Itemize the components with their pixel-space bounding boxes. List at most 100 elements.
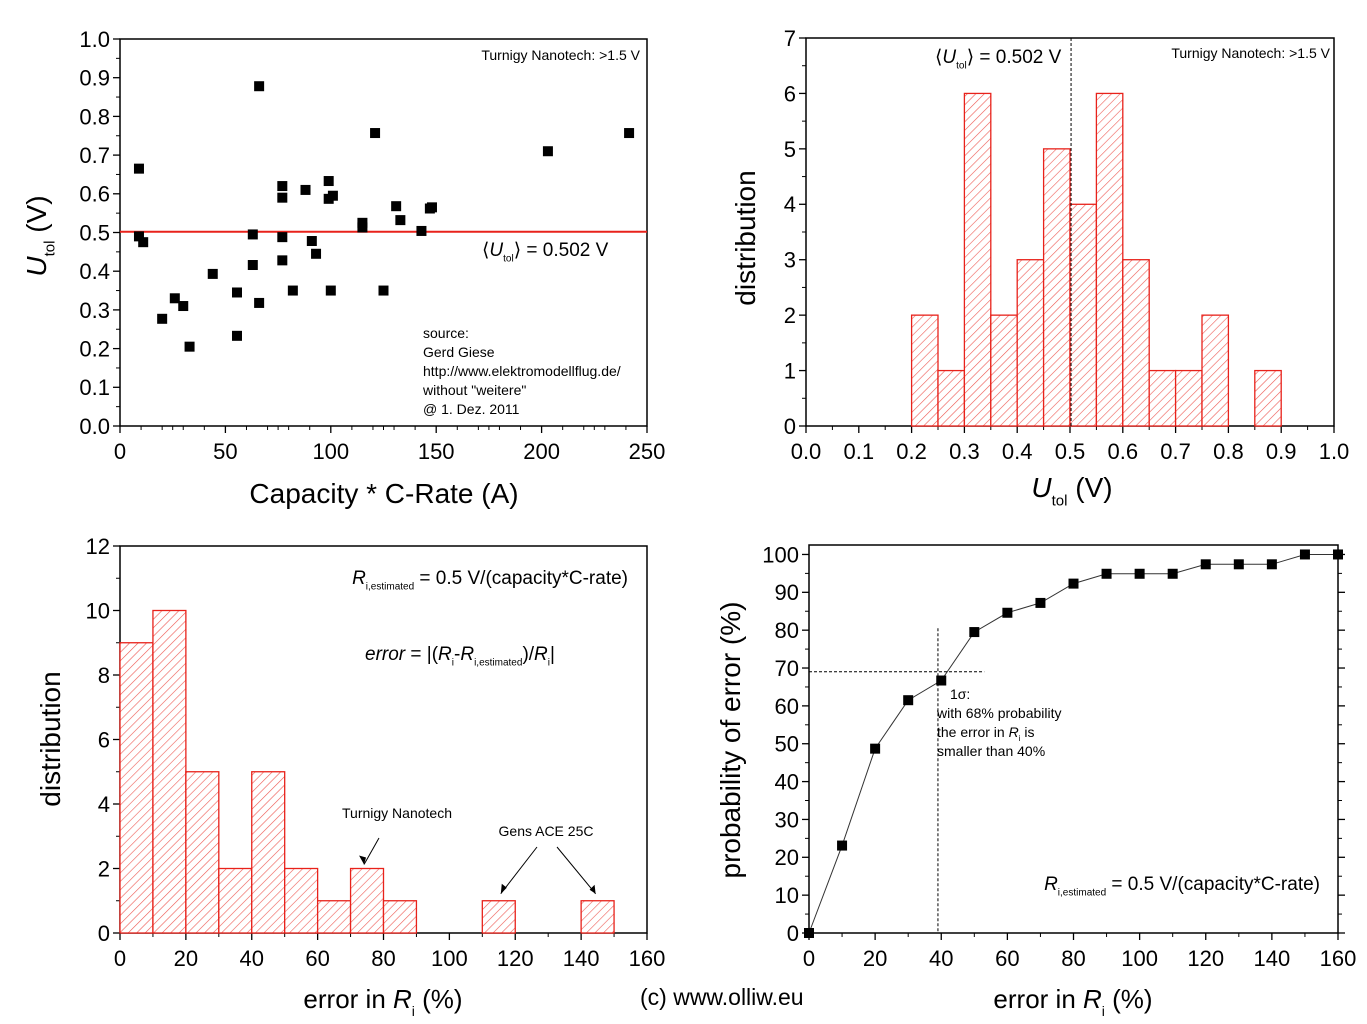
scatter-point [378, 285, 389, 296]
x-tick-label: 0.6 [1108, 439, 1139, 464]
histogram-bar [1095, 92, 1124, 427]
x-tick-label: 100 [312, 439, 349, 464]
y-tick-label: 40 [775, 770, 799, 795]
y-tick-label: 1.0 [79, 27, 110, 52]
histogram-bar [251, 771, 286, 934]
histogram-bar [1122, 259, 1150, 427]
y-axis-title: probability of error (%) [715, 602, 746, 879]
y-tick-label: 7 [784, 26, 796, 51]
formula-ri-estimated: Ri,estimated = 0.5 V/(capacity*C-rate) [352, 568, 628, 593]
x-tick-label: 0.5 [1055, 439, 1086, 464]
x-tick-label: 0.7 [1160, 439, 1191, 464]
cdf-point [1002, 607, 1013, 618]
scatter-point [370, 128, 381, 139]
x-tick-label: 200 [523, 439, 560, 464]
histogram-bar [1201, 314, 1230, 427]
y-tick-label: 20 [775, 845, 799, 870]
x-tick-label: 140 [563, 946, 600, 971]
x-tick-label: 0 [114, 439, 126, 464]
histogram-bar [185, 771, 220, 934]
histogram-bar [218, 867, 253, 934]
x-axis-title: Utol (V) [1031, 472, 1112, 509]
error-histogram: 0 20 40 60 80 100 120 140 160 0 2 4 6 8 10 12 Ri,estimat… [35, 534, 665, 1019]
y-tick-label: 0 [787, 921, 799, 946]
formula-ri-estimated: Ri,estimated = 0.5 V/(capacity*C-rate) [1044, 874, 1320, 899]
x-tick-label: 20 [863, 946, 887, 971]
annotation-turnigy: Turnigy Nanotech [342, 805, 452, 821]
y-tick-label: 30 [775, 807, 799, 832]
cdf-point [870, 743, 881, 754]
histogram-bar [284, 867, 319, 934]
x-tick-label: 160 [1320, 946, 1357, 971]
scatter-point [133, 231, 144, 242]
y-tick-label: 4 [784, 192, 796, 217]
histogram-bar [1069, 203, 1098, 427]
scatter-point [426, 202, 437, 213]
y-tick-label: 10 [86, 598, 110, 623]
sigma-note-line: with 68% probability [936, 705, 1062, 721]
cdf-point [1299, 549, 1310, 560]
scatter-point [287, 285, 298, 296]
histogram-bar [481, 900, 516, 934]
y-tick-label: 6 [98, 727, 110, 752]
histogram-bar [382, 900, 418, 934]
annotation-arrow [500, 846, 538, 895]
histogram-bar [990, 314, 1018, 427]
scatter-point [624, 128, 635, 139]
scatter-point [247, 229, 258, 240]
x-axis-title: Capacity * C-Rate (A) [249, 478, 518, 509]
x-tick-label: 0 [803, 946, 815, 971]
y-tick-label: 50 [775, 732, 799, 757]
y-tick-label: 80 [775, 618, 799, 643]
scatter-point [157, 313, 168, 324]
x-tick-label: 20 [174, 946, 198, 971]
y-tick-label: 1 [784, 358, 796, 383]
scatter-point [277, 255, 288, 266]
error-cdf-chart: 0 20 40 60 80 100 120 140 160 0 10 20 30 40 50 60 70 80 90… [715, 542, 1356, 1018]
annotation-gens-ace: Gens ACE 25C [499, 823, 594, 839]
source-line: without "weitere" [422, 382, 526, 398]
scatter-point [184, 341, 195, 352]
scatter-point [277, 181, 288, 192]
scatter-point [395, 215, 406, 226]
histogram-bar [1148, 369, 1177, 427]
y-tick-label: 0 [784, 414, 796, 439]
copyright-footer: (c) www.olliw.eu [640, 984, 804, 1010]
y-tick-label: 90 [775, 580, 799, 605]
cdf-point [903, 695, 914, 706]
scatter-point [138, 237, 149, 248]
x-tick-label: 0.3 [949, 439, 980, 464]
cdf-point [1101, 568, 1112, 579]
x-tick-label: 120 [497, 946, 534, 971]
y-tick-label: 2 [98, 856, 110, 881]
arrowhead [500, 883, 507, 894]
x-tick-label: 120 [1187, 946, 1224, 971]
y-tick-label: 6 [784, 81, 796, 106]
arrowhead [359, 855, 367, 865]
x-tick-label: 50 [213, 439, 237, 464]
cdf-point [1068, 578, 1079, 589]
x-tick-label: 40 [929, 946, 953, 971]
scatter-point [323, 176, 334, 187]
scatter-point [311, 248, 322, 259]
x-tick-label: 150 [418, 439, 455, 464]
cdf-point [1167, 568, 1178, 579]
histogram-bar [1042, 148, 1071, 427]
histogram-bar [963, 92, 992, 427]
scatter-point [357, 222, 368, 233]
scatter-point [254, 297, 265, 308]
cdf-point [1200, 559, 1211, 570]
histogram-bar [937, 369, 966, 427]
x-tick-label: 0.2 [896, 439, 927, 464]
x-tick-label: 0.0 [791, 439, 822, 464]
x-tick-label: 0 [114, 946, 126, 971]
y-tick-label: 0.5 [79, 220, 110, 245]
y-tick-label: 3 [784, 248, 796, 273]
scatter-point [416, 225, 427, 236]
histogram-bar [910, 314, 939, 427]
x-tick-label: 0.4 [1002, 439, 1033, 464]
x-tick-label: 140 [1254, 946, 1291, 971]
scatter-point [207, 268, 218, 279]
histogram-bar [119, 642, 154, 934]
histogram-bar [1174, 369, 1203, 427]
